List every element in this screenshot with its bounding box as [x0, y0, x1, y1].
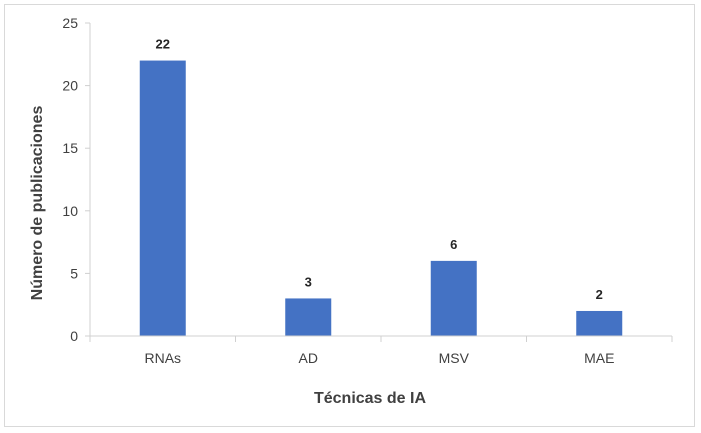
x-tick-label-ad: AD [299, 350, 318, 366]
y-tick-label: 20 [62, 78, 78, 94]
data-label-rnas: 22 [156, 37, 170, 52]
y-tick-label: 10 [62, 203, 78, 219]
bar-rnas [139, 60, 186, 337]
y-tick-label: 25 [62, 15, 78, 31]
x-tick-label-mae: MAE [584, 350, 614, 366]
data-label-ad: 3 [305, 274, 312, 289]
bar-msv [430, 260, 477, 336]
bar-mae [576, 310, 623, 336]
y-tick-label: 15 [62, 140, 78, 156]
y-tick-label: 0 [70, 328, 78, 344]
x-axis-ticks: RNAs AD MSV MAE [89, 336, 673, 366]
x-tick-label-rnas: RNAs [144, 350, 181, 366]
y-tick-label: 5 [70, 265, 78, 281]
y-axis-title: Número de publicaciones [29, 106, 46, 301]
y-axis-ticks: 0 5 10 15 20 25 [62, 15, 90, 344]
data-labels: 22 3 6 2 [156, 37, 603, 302]
bar-chart: 0 5 10 15 20 25 22 3 6 2 RNAs AD MSV MAE Número de … [29, 15, 673, 407]
data-label-mae: 2 [596, 287, 603, 302]
x-axis-title: Técnicas de IA [314, 390, 426, 407]
x-tick-label-msv: MSV [439, 350, 470, 366]
bars [139, 60, 623, 337]
data-label-msv: 6 [450, 237, 457, 252]
bar-ad [285, 298, 332, 336]
chart-frame: 0 5 10 15 20 25 22 3 6 2 RNAs AD MSV MAE Número de … [4, 4, 695, 427]
